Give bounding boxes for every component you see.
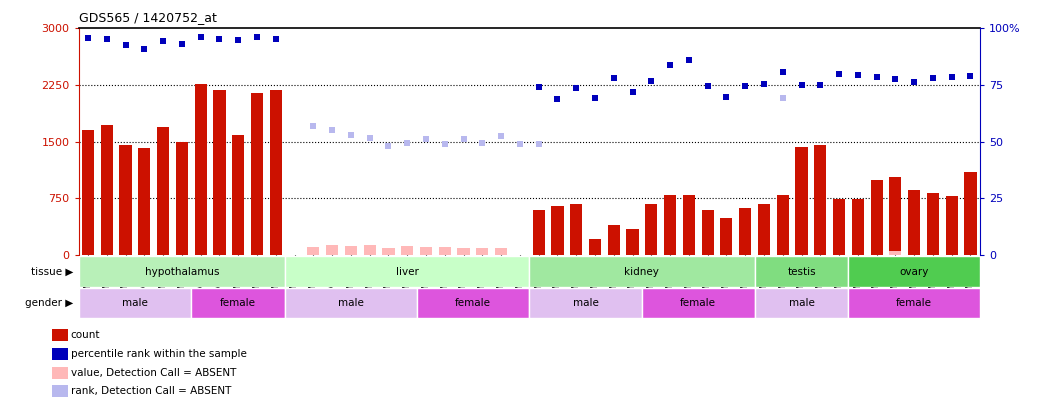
Bar xyxy=(964,172,977,255)
Text: gender ▶: gender ▶ xyxy=(25,298,73,308)
Bar xyxy=(52,329,67,341)
Bar xyxy=(101,125,113,255)
Bar xyxy=(191,288,285,318)
Bar xyxy=(232,135,244,255)
Bar xyxy=(608,225,619,255)
Bar xyxy=(138,148,151,255)
Bar xyxy=(476,248,488,255)
Bar xyxy=(285,288,416,318)
Bar xyxy=(285,256,529,287)
Bar xyxy=(627,230,638,255)
Bar xyxy=(529,288,641,318)
Bar xyxy=(82,130,94,255)
Bar xyxy=(401,246,413,255)
Bar xyxy=(119,145,132,255)
Bar xyxy=(52,348,67,360)
Bar xyxy=(833,199,845,255)
Bar xyxy=(849,256,980,287)
Bar xyxy=(79,288,191,318)
Bar xyxy=(52,367,67,379)
Text: hypothalamus: hypothalamus xyxy=(145,266,219,277)
Bar xyxy=(570,204,583,255)
Bar xyxy=(945,196,958,255)
Bar xyxy=(345,246,357,255)
Bar xyxy=(383,247,394,255)
Bar xyxy=(214,90,225,255)
Bar xyxy=(926,193,939,255)
Bar xyxy=(157,127,169,255)
Bar xyxy=(326,245,339,255)
Text: value, Detection Call = ABSENT: value, Detection Call = ABSENT xyxy=(70,367,236,377)
Text: count: count xyxy=(70,330,101,340)
Bar xyxy=(758,204,770,255)
Text: female: female xyxy=(680,298,716,308)
Bar xyxy=(439,247,451,255)
Bar xyxy=(364,245,376,255)
Bar xyxy=(795,147,808,255)
Bar xyxy=(908,190,920,255)
Bar xyxy=(176,142,188,255)
Bar xyxy=(814,145,827,255)
Bar xyxy=(890,251,901,255)
Text: female: female xyxy=(455,298,490,308)
Bar xyxy=(871,179,882,255)
Bar xyxy=(420,247,432,255)
Bar xyxy=(755,288,849,318)
Bar xyxy=(890,177,901,255)
Text: male: male xyxy=(337,298,364,308)
Bar xyxy=(664,196,676,255)
Text: male: male xyxy=(122,298,148,308)
Text: liver: liver xyxy=(396,266,418,277)
Text: male: male xyxy=(788,298,814,308)
Bar xyxy=(269,90,282,255)
Bar xyxy=(52,385,67,397)
Text: rank, Detection Call = ABSENT: rank, Detection Call = ABSENT xyxy=(70,386,231,396)
Bar xyxy=(195,84,206,255)
Bar xyxy=(646,204,657,255)
Text: female: female xyxy=(896,298,932,308)
Text: kidney: kidney xyxy=(625,266,659,277)
Bar xyxy=(307,247,320,255)
Bar xyxy=(417,288,529,318)
Bar xyxy=(720,218,733,255)
Bar xyxy=(852,199,864,255)
Bar xyxy=(79,256,285,287)
Bar xyxy=(849,288,980,318)
Bar xyxy=(532,210,545,255)
Bar xyxy=(739,208,751,255)
Text: ovary: ovary xyxy=(899,266,929,277)
Bar xyxy=(551,206,564,255)
Text: tissue ▶: tissue ▶ xyxy=(31,266,73,277)
Bar xyxy=(250,93,263,255)
Text: percentile rank within the sample: percentile rank within the sample xyxy=(70,349,246,359)
Bar xyxy=(457,248,470,255)
Text: female: female xyxy=(220,298,256,308)
Bar xyxy=(682,195,695,255)
Text: testis: testis xyxy=(787,266,815,277)
Text: GDS565 / 1420752_at: GDS565 / 1420752_at xyxy=(79,11,217,24)
Bar xyxy=(495,247,507,255)
Bar xyxy=(777,196,789,255)
Text: male: male xyxy=(572,298,598,308)
Bar xyxy=(589,239,602,255)
Bar xyxy=(641,288,755,318)
Bar xyxy=(529,256,755,287)
Bar xyxy=(701,210,714,255)
Bar xyxy=(755,256,849,287)
